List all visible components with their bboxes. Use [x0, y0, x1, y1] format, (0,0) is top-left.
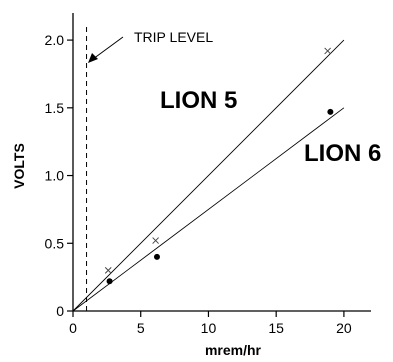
- trip-level-label: TRIP LEVEL: [134, 29, 213, 45]
- data-point-lion-6: [153, 253, 160, 260]
- x-tick-label: 15: [268, 320, 284, 336]
- series-label-lion-6: LION 6: [304, 140, 381, 167]
- trip-level-annotation: TRIP LEVEL: [86, 23, 213, 311]
- y-tick-label: 1.5: [45, 100, 65, 116]
- data-point-lion-6: [327, 108, 334, 115]
- y-axis-title: VOLTS: [11, 143, 27, 189]
- series-lion-6: [72, 107, 345, 312]
- y-tick-label: 1.0: [45, 168, 65, 184]
- fit-line-lion-5: [72, 39, 345, 312]
- x-tick-label: 20: [336, 320, 352, 336]
- data-point-lion-6: [106, 278, 113, 285]
- fit-line-lion-6: [72, 107, 345, 312]
- x-tick-label: 5: [137, 320, 145, 336]
- data-point-lion-5: [324, 47, 332, 55]
- x-axis-title: mrem/hr: [205, 342, 262, 358]
- y-tick-label: 0: [56, 303, 64, 319]
- x-tick-label: 10: [201, 320, 217, 336]
- trip-level-arrow: [92, 36, 124, 60]
- x-tick-label: 0: [69, 320, 77, 336]
- trip-level-arrow-head: [88, 53, 98, 63]
- x-ticks: 0 5 10 15 20: [69, 311, 352, 336]
- axes: [72, 13, 371, 312]
- y-ticks: 0 0.5 1.0 1.5 2.0: [45, 32, 73, 319]
- data-point-lion-5: [152, 237, 159, 244]
- series-layer: [72, 39, 345, 312]
- y-tick-label: 0.5: [45, 235, 65, 251]
- series-lion-5: [72, 39, 345, 312]
- series-label-lion-5: LION 5: [160, 87, 237, 114]
- y-tick-label: 2.0: [45, 32, 65, 48]
- data-point-lion-5: [104, 267, 112, 274]
